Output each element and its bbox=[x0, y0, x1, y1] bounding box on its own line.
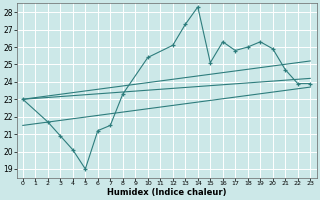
X-axis label: Humidex (Indice chaleur): Humidex (Indice chaleur) bbox=[107, 188, 226, 197]
